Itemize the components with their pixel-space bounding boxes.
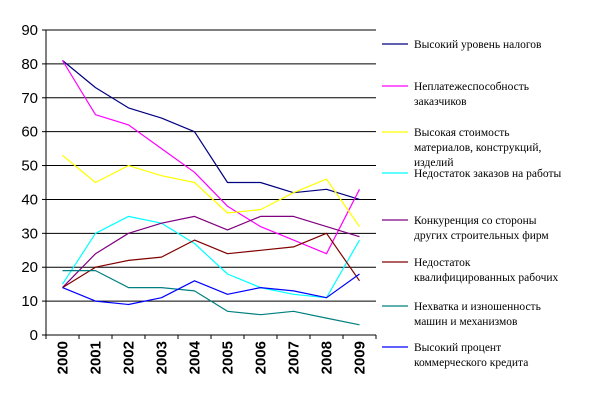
legend-entry: Высокий процент коммерческого кредита	[382, 342, 528, 369]
series-line	[62, 232, 360, 289]
legend-entry: Конкуренция со стороны других строительны…	[382, 215, 549, 242]
x-tick-label: 2000	[55, 341, 72, 374]
series-line	[61, 215, 361, 299]
y-tick-label: 30	[21, 225, 38, 242]
y-tick-label: 80	[21, 56, 38, 73]
x-tick-label: 2006	[253, 341, 270, 374]
series-line	[62, 215, 360, 289]
legend-label: Высокий процент	[414, 342, 501, 354]
x-tick-label: 2002	[121, 341, 138, 374]
x-tick-label: 2001	[88, 341, 105, 374]
legend-label: Неплатежеспособность	[414, 81, 529, 93]
legend-label: Высокая стоимость	[414, 127, 510, 139]
y-tick-label: 0	[30, 327, 38, 344]
y-tick-labels: 0 10 20 30 40 50 60 70 80 90	[21, 22, 38, 344]
legend: Высокий уровень налогов Неплатежеспособно…	[382, 39, 561, 369]
y-tick-label: 10	[21, 293, 38, 310]
legend-label: материалов, конструкций,	[414, 142, 541, 154]
x-tick-label: 2005	[220, 341, 237, 374]
x-tick-label: 2009	[352, 341, 369, 374]
legend-entry: Высокий уровень налогов	[382, 39, 542, 51]
x-tick-label: 2003	[154, 341, 171, 374]
series-line	[62, 273, 360, 306]
legend-label: изделий	[414, 157, 454, 169]
legend-label: Нехватка и изношенность	[414, 301, 541, 313]
legend-entry: Недостаток заказов на работы	[382, 168, 561, 180]
legend-entry: Неплатежеспособность заказчиков	[382, 81, 529, 108]
legend-label: других строительных фирм	[414, 230, 549, 242]
series-line	[62, 154, 360, 227]
legend-entry: Недостаток квалифицированных рабочих	[382, 257, 559, 284]
legend-label: Конкуренция со стороны	[414, 215, 537, 227]
legend-label: квалифицированных рабочих	[414, 272, 559, 284]
y-tick-label: 70	[21, 90, 38, 107]
gridlines	[42, 29, 377, 339]
legend-label: заказчиков	[414, 96, 467, 108]
x-tick-labels: 2000 2001 2002 2003 2004 2005 2006 2007 2008 2009	[55, 340, 369, 374]
series-lines	[61, 60, 361, 326]
legend-entry: Высокая стоимость материалов, конструкций…	[382, 127, 541, 169]
x-tick-label: 2007	[286, 341, 303, 374]
x-tick-label: 2004	[187, 340, 204, 374]
legend-label: коммерческого кредита	[414, 357, 528, 369]
y-tick-label: 90	[21, 22, 38, 39]
x-tick-label: 2008	[319, 341, 336, 374]
y-tick-label: 60	[21, 124, 38, 141]
y-tick-label: 40	[21, 191, 38, 208]
y-tick-label: 50	[21, 158, 38, 175]
series-line	[62, 60, 360, 200]
legend-label: Высокий уровень налогов	[414, 39, 542, 51]
y-tick-label: 20	[21, 259, 38, 276]
legend-entry: Нехватка и изношенность машин и механизмо…	[382, 301, 541, 328]
series-line	[61, 60, 361, 255]
legend-label: Недостаток	[414, 257, 471, 269]
series-line	[62, 270, 360, 326]
legend-label: Недостаток заказов на работы	[414, 168, 561, 180]
legend-label: машин и механизмов	[414, 316, 518, 328]
